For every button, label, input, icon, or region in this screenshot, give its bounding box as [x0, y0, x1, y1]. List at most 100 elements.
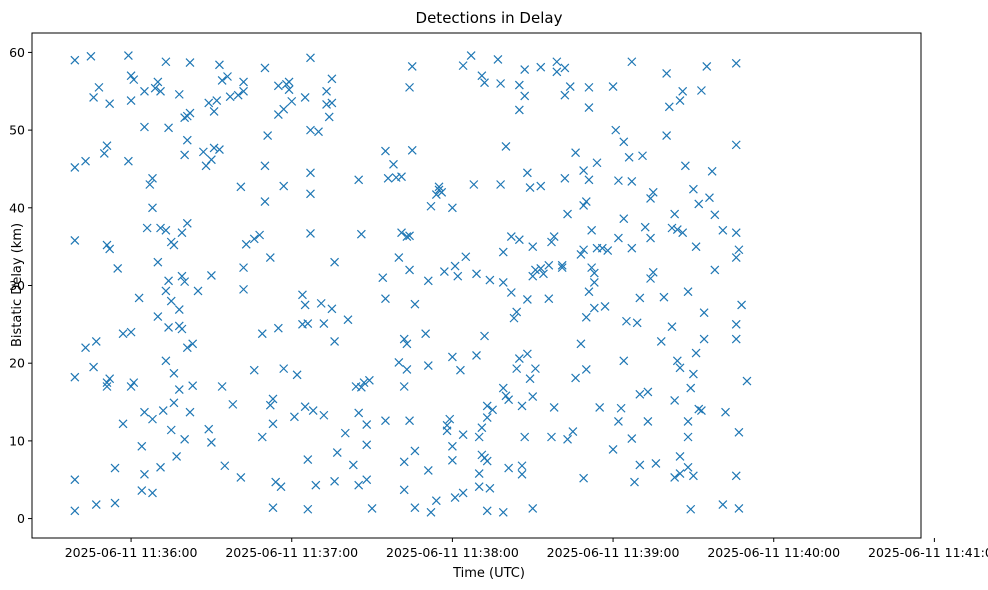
- data-point: [161, 225, 171, 235]
- data-point: [303, 455, 313, 464]
- data-point: [662, 131, 672, 140]
- x-axis-title: Time (UTC): [452, 566, 525, 581]
- data-point: [447, 441, 457, 451]
- data-point: [322, 86, 331, 96]
- data-point: [613, 417, 623, 426]
- data-point: [126, 96, 136, 106]
- data-point: [718, 500, 728, 510]
- data-point: [504, 463, 514, 473]
- data-point: [260, 197, 270, 207]
- data-point: [485, 483, 495, 493]
- data-point: [330, 337, 340, 346]
- data-point: [332, 448, 342, 457]
- data-point: [399, 485, 409, 495]
- data-point: [233, 90, 243, 100]
- data-point: [635, 460, 645, 470]
- data-point: [110, 498, 120, 508]
- data-point: [273, 81, 283, 91]
- data-point: [691, 348, 701, 358]
- data-point: [182, 218, 192, 228]
- data-point: [354, 480, 364, 490]
- data-point: [504, 395, 514, 405]
- data-point: [651, 458, 661, 468]
- data-point: [289, 412, 299, 422]
- data-point: [279, 104, 289, 114]
- data-point: [343, 315, 353, 325]
- data-point: [731, 471, 741, 481]
- data-point: [300, 93, 310, 102]
- data-point: [445, 414, 455, 424]
- data-point: [306, 168, 315, 178]
- data-point: [405, 265, 414, 275]
- data-point: [423, 361, 433, 370]
- data-point: [86, 51, 96, 61]
- data-point: [571, 373, 580, 383]
- data-point: [456, 365, 465, 375]
- data-point: [512, 307, 522, 317]
- data-point: [206, 270, 216, 280]
- data-point: [557, 260, 567, 270]
- data-point: [624, 152, 634, 162]
- data-point: [597, 243, 607, 253]
- data-point: [552, 57, 562, 67]
- data-point: [91, 500, 101, 510]
- data-point: [664, 102, 674, 112]
- x-tick-label: 2025-06-11 11:38:00: [386, 545, 519, 560]
- data-point: [613, 233, 623, 243]
- data-point: [268, 419, 278, 429]
- x-tick-label: 2025-06-11 11:41:00: [868, 545, 988, 560]
- data-point: [303, 504, 313, 514]
- data-point: [381, 416, 390, 426]
- data-point: [437, 187, 447, 197]
- x-axis-ticks: 2025-06-11 11:36:00 2025-06-11 11:37:00 20…: [65, 538, 988, 560]
- data-point: [581, 364, 591, 374]
- data-point: [268, 394, 278, 404]
- data-point: [691, 242, 701, 252]
- data-point: [482, 413, 492, 423]
- data-point: [292, 370, 302, 380]
- data-point: [498, 247, 508, 257]
- data-point: [102, 382, 112, 391]
- data-point: [239, 263, 248, 273]
- data-point: [506, 232, 516, 241]
- plot-area: [32, 33, 921, 538]
- data-point: [364, 375, 374, 385]
- data-point: [482, 456, 492, 466]
- data-point: [169, 398, 179, 408]
- data-point: [362, 420, 372, 429]
- data-point: [410, 503, 420, 513]
- data-point: [268, 503, 278, 513]
- data-point: [70, 55, 80, 65]
- data-point: [528, 271, 538, 281]
- data-point: [635, 293, 645, 303]
- data-point: [177, 271, 187, 281]
- data-point: [180, 150, 190, 160]
- data-point: [105, 244, 115, 254]
- data-point: [402, 232, 412, 241]
- data-point: [563, 434, 572, 444]
- data-point: [308, 406, 318, 416]
- data-point: [102, 378, 112, 388]
- data-point: [466, 51, 476, 60]
- data-point: [493, 54, 503, 64]
- data-point: [694, 199, 704, 209]
- data-point: [70, 236, 80, 245]
- data-point: [257, 329, 267, 339]
- data-point: [89, 93, 99, 102]
- data-point: [397, 172, 406, 182]
- data-point: [683, 432, 693, 442]
- data-point: [576, 339, 586, 349]
- data-point: [517, 461, 527, 471]
- data-point: [306, 189, 315, 199]
- chart-title: Detections in Delay: [416, 9, 563, 27]
- data-point: [298, 290, 307, 300]
- data-point: [659, 292, 669, 302]
- data-point: [327, 74, 337, 84]
- data-point: [153, 312, 163, 322]
- data-point: [565, 82, 575, 92]
- data-point: [656, 337, 666, 346]
- data-point: [410, 299, 420, 309]
- data-point: [627, 57, 637, 67]
- data-point: [563, 209, 572, 219]
- data-point: [354, 175, 364, 185]
